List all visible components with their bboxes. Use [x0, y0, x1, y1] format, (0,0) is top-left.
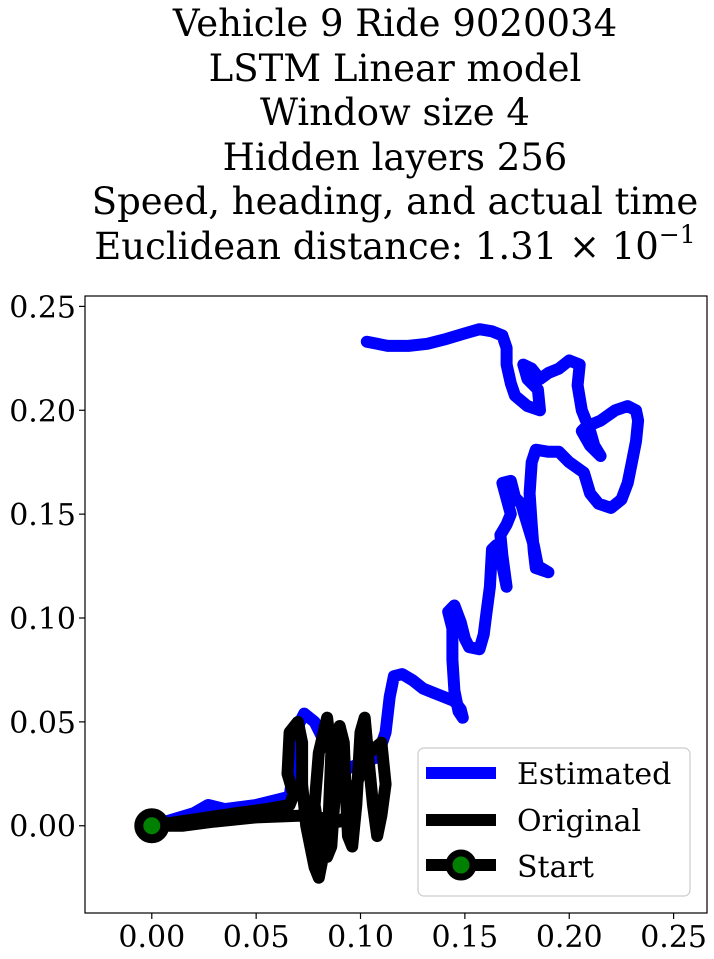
x-tick-label: 0.15	[431, 920, 498, 955]
y-tick-label: 0.05	[9, 706, 76, 741]
series-line-estimated	[145, 323, 645, 832]
legend-estimated-label: Estimated	[517, 757, 671, 792]
y-tick-label: 0.00	[9, 810, 76, 845]
title-exponent: −1	[658, 219, 696, 249]
y-tick-label: 0.20	[9, 394, 76, 429]
x-tick-label: 0.20	[536, 920, 603, 955]
x-tick-label: 0.10	[327, 920, 394, 955]
legend-start-marker	[445, 849, 477, 881]
series-line-original	[145, 711, 392, 884]
x-tick-label: 0.00	[118, 920, 185, 955]
ticks-layer: 0.00 0.05 0.10 0.15 0.20 0.25 0.00 0.05 0.10 0.15…	[9, 290, 707, 955]
title-line-2: LSTM Linear model	[208, 46, 582, 90]
title-line-3: Window size 4	[260, 91, 530, 134]
title-line-6-text: Euclidean distance: 1.31 × 10	[94, 224, 659, 268]
title-line-5: Speed, heading, and actual time	[91, 180, 699, 223]
series-layer	[134, 323, 645, 884]
legend-original-label: Original	[517, 804, 641, 839]
chart-title: Vehicle 9 Ride 9020034 LSTM Linear model…	[0, 2, 714, 273]
title-line-1: Vehicle 9 Ride 9020034	[172, 2, 618, 45]
y-tick-label: 0.15	[9, 498, 76, 533]
y-tick-label: 0.10	[9, 602, 76, 637]
axes-frame	[84, 295, 708, 914]
title-line-4: Hidden layers 256	[222, 135, 568, 179]
title-line-6: Euclidean distance: 1.31 × 10−1	[0, 220, 714, 274]
legend: Estimated Original Start	[417, 747, 691, 897]
x-tick-label: 0.25	[640, 920, 707, 955]
start-marker	[134, 808, 170, 844]
y-tick-label: 0.25	[9, 290, 76, 325]
legend-start-label: Start	[517, 850, 594, 885]
x-tick-label: 0.05	[223, 920, 290, 955]
